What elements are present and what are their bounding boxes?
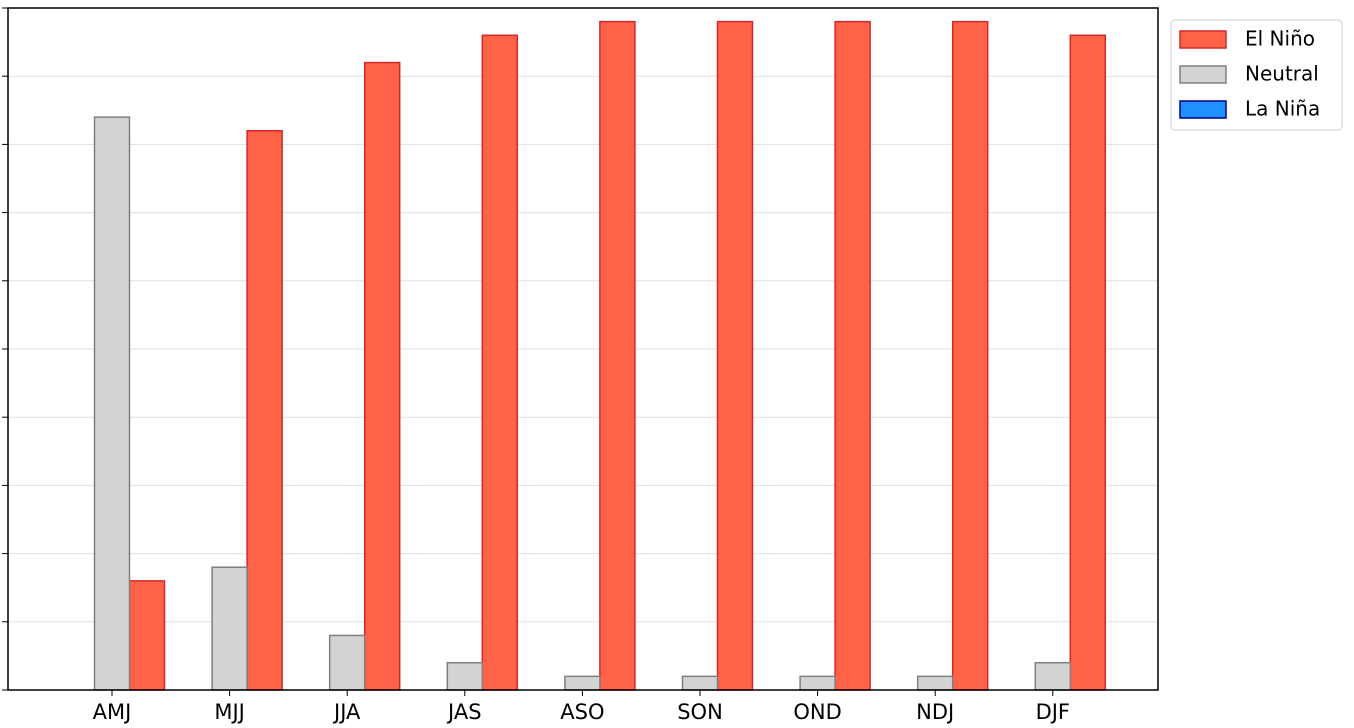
x-tick-label: DJF bbox=[1036, 700, 1070, 724]
bar bbox=[211, 566, 248, 691]
x-tick-label: OND bbox=[793, 700, 841, 724]
bar bbox=[716, 20, 754, 691]
bar bbox=[328, 634, 366, 691]
bar bbox=[128, 580, 166, 691]
legend-label: Neutral bbox=[1245, 62, 1319, 86]
bar bbox=[916, 675, 954, 691]
bar bbox=[599, 20, 636, 691]
bar bbox=[93, 116, 131, 691]
bar bbox=[799, 675, 836, 691]
bar bbox=[951, 20, 989, 691]
bar bbox=[246, 130, 283, 691]
bar bbox=[446, 661, 484, 691]
bar bbox=[681, 675, 719, 691]
x-tick-label: AMJ bbox=[93, 700, 132, 724]
legend-label: El Niño bbox=[1245, 27, 1315, 51]
plot-frame bbox=[7, 7, 1159, 691]
legend-label: La Niña bbox=[1245, 97, 1320, 121]
bar bbox=[481, 34, 519, 691]
legend: El Niño Neutral La Niña bbox=[1170, 19, 1343, 131]
x-tick-label: SON bbox=[677, 700, 723, 724]
x-tick-label: MJJ bbox=[214, 700, 245, 724]
bar bbox=[564, 675, 601, 691]
legend-swatch bbox=[1179, 65, 1227, 84]
legend-swatch bbox=[1179, 100, 1227, 119]
x-tick-label: NDJ bbox=[916, 700, 954, 724]
bar bbox=[1034, 661, 1072, 691]
bar bbox=[1069, 34, 1107, 691]
bar bbox=[834, 20, 871, 691]
x-tick-label: JJA bbox=[332, 700, 361, 724]
bar bbox=[363, 61, 401, 691]
x-tick-label: ASO bbox=[560, 700, 604, 724]
x-tick-label: JAS bbox=[446, 700, 482, 724]
legend-swatch bbox=[1179, 30, 1227, 49]
